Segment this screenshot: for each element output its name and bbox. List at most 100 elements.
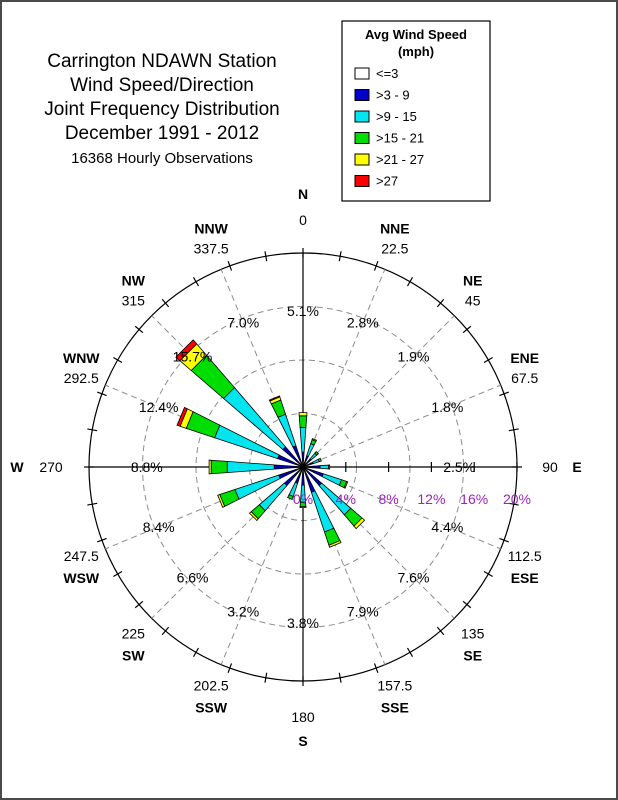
direction-degree-label: 180 xyxy=(291,709,315,725)
direction-degree-label: 337.5 xyxy=(194,240,229,256)
petal-segment xyxy=(208,459,212,475)
title-line-4: December 1991 - 2012 xyxy=(65,123,259,144)
ring-tick xyxy=(113,570,123,578)
ring-tick xyxy=(87,428,98,432)
petal-segment xyxy=(298,415,308,428)
ring-tick xyxy=(406,647,414,657)
petal-segment xyxy=(301,451,305,466)
ring-tick xyxy=(134,325,144,334)
spoke-line xyxy=(302,269,386,468)
petal-segment xyxy=(226,460,275,474)
legend-swatch xyxy=(354,153,370,166)
petal-segment xyxy=(268,395,281,402)
direction-degree-label: 157.5 xyxy=(377,678,412,694)
petal-segment xyxy=(306,443,315,458)
direction-name-label: W xyxy=(10,459,24,475)
sector-percent-label: 12.4% xyxy=(139,399,179,415)
ring-tick xyxy=(227,663,233,673)
petal-segment xyxy=(321,473,343,486)
ring-tick xyxy=(508,428,519,432)
ring-tick xyxy=(338,672,342,683)
ring-tick xyxy=(499,391,509,397)
petal-segment xyxy=(176,406,188,427)
spoke-line xyxy=(220,466,304,665)
petal-segment xyxy=(217,493,226,508)
sector-percent-label: 15.7% xyxy=(173,349,213,365)
direction-name-label: NNW xyxy=(194,220,228,236)
spoke-line xyxy=(302,384,501,468)
polar-labels: N 0 NNE 22.5 NE 45 ENE 67.5 E 90 ESE 112.5 SE 135 SSE 1… xyxy=(10,186,581,749)
ring-tick xyxy=(338,251,342,262)
ring-tick xyxy=(264,672,268,683)
sector-percent-label: 2.8% xyxy=(347,315,379,331)
title-line-2: Wind Speed/Direction xyxy=(70,75,254,96)
direction-degree-label: 0 xyxy=(299,212,307,228)
sector-percent-label: 5.1% xyxy=(287,303,319,319)
petal-segment xyxy=(273,464,302,470)
legend-label: <=3 xyxy=(376,66,398,81)
ring-tick xyxy=(192,277,200,287)
petal-segment xyxy=(287,494,294,501)
direction-degree-label: 45 xyxy=(465,292,481,308)
ring-tick xyxy=(227,261,233,271)
sector-percent-label: 4.4% xyxy=(431,519,463,535)
direction-degree-label: 90 xyxy=(542,459,558,475)
ring-tick xyxy=(87,502,98,506)
direction-degree-label: 225 xyxy=(122,626,146,642)
petal-segment xyxy=(298,412,308,417)
direction-degree-label: 247.5 xyxy=(64,548,99,564)
ring-tick xyxy=(436,298,445,308)
direction-degree-label: 67.5 xyxy=(511,370,538,386)
ring-tick xyxy=(436,626,445,636)
petal-segment xyxy=(299,427,307,453)
legend-label: >3 - 9 xyxy=(376,88,410,103)
ring-tick xyxy=(192,647,200,657)
direction-name-label: SSW xyxy=(195,700,228,716)
ring-tick xyxy=(462,325,472,334)
radial-scale-label: 4% xyxy=(336,491,356,507)
direction-name-label: SW xyxy=(122,648,145,664)
petal-segment xyxy=(317,457,322,463)
legend-swatch xyxy=(354,110,370,123)
petal-segment xyxy=(210,459,228,475)
sector-percent-label: 7.0% xyxy=(227,315,259,331)
legend-label: >15 - 21 xyxy=(376,131,424,146)
legend-swatch xyxy=(354,67,370,80)
legend-label: >27 xyxy=(376,174,398,189)
direction-name-label: NE xyxy=(463,272,482,288)
ring-tick xyxy=(499,537,509,543)
legend-label: >21 - 27 xyxy=(376,152,424,167)
direction-degree-label: 270 xyxy=(39,459,63,475)
direction-degree-label: 292.5 xyxy=(64,370,99,386)
sector-percent-label: 1.8% xyxy=(431,399,463,415)
legend-label: >9 - 15 xyxy=(376,109,417,124)
radial-scale-label: 12% xyxy=(417,491,445,507)
direction-name-label: SE xyxy=(463,648,482,664)
direction-name-label: WSW xyxy=(63,570,100,586)
petal-segment xyxy=(319,464,330,470)
direction-name-label: S xyxy=(298,733,307,749)
direction-degree-label: 135 xyxy=(461,626,485,642)
ring-tick xyxy=(483,570,493,578)
sector-percent-label: 8.8% xyxy=(131,459,163,475)
ring-tick xyxy=(161,626,170,636)
sector-percent-label: 1.9% xyxy=(398,349,430,365)
petal-segment xyxy=(299,506,307,509)
direction-name-label: NW xyxy=(122,272,146,288)
ring-tick xyxy=(373,663,379,673)
title-line-3: Joint Frequency Distribution xyxy=(44,99,280,120)
petal-segment xyxy=(304,465,321,469)
direction-name-label: WNW xyxy=(63,350,100,366)
legend-swatch xyxy=(354,175,370,187)
direction-degree-label: 22.5 xyxy=(381,240,408,256)
ring-tick xyxy=(134,600,144,609)
petal-segment xyxy=(314,451,319,456)
ring-tick xyxy=(373,261,379,271)
petal-segment xyxy=(343,480,349,489)
petal-segment xyxy=(353,517,366,530)
petal-segment xyxy=(328,540,342,548)
title-line-1: Carrington NDAWN Station xyxy=(47,51,276,72)
ring-tick xyxy=(406,277,414,287)
ring-tick xyxy=(483,356,493,364)
